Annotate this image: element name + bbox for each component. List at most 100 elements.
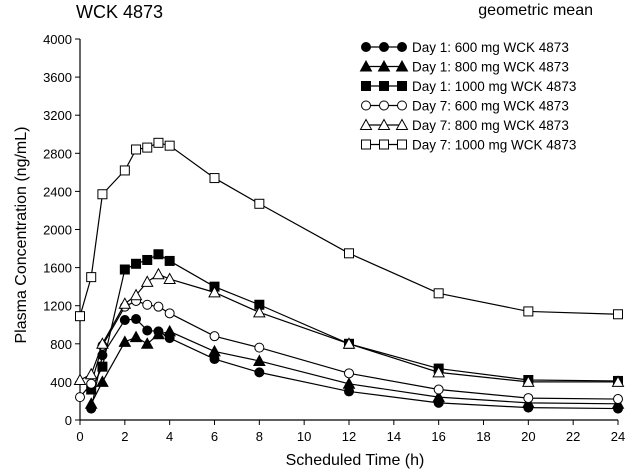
legend-marker <box>361 100 371 111</box>
legend-marker <box>377 118 391 130</box>
series-5 <box>73 267 625 387</box>
legend-entry: Day 7: 800 mg WCK 4873 <box>359 118 569 133</box>
y-tick-label: 2400 <box>43 184 72 199</box>
x-tick-label: 8 <box>256 429 263 444</box>
legend-marker <box>397 42 407 52</box>
legend-marker <box>361 139 371 150</box>
x-tick-label: 4 <box>166 429 173 444</box>
x-tick-label: 6 <box>211 429 218 444</box>
data-point <box>433 384 444 395</box>
data-point <box>344 368 354 379</box>
legend-label: Day 7: 800 mg WCK 4873 <box>412 118 569 133</box>
data-point <box>97 361 108 372</box>
data-point <box>254 367 265 378</box>
legend-label: Day 1: 1000 mg WCK 4873 <box>412 79 576 94</box>
data-point <box>342 377 356 389</box>
data-point <box>613 309 623 320</box>
data-point <box>75 311 85 322</box>
data-point <box>254 342 265 353</box>
data-point <box>209 173 220 184</box>
legend-label: Day 1: 600 mg WCK 4873 <box>412 40 569 55</box>
data-point <box>611 375 625 387</box>
data-point <box>152 267 165 280</box>
data-point <box>521 375 535 387</box>
data-point <box>84 367 98 380</box>
data-point <box>432 390 446 403</box>
data-point <box>163 272 177 285</box>
legend-entry: Day 1: 600 mg WCK 4873 <box>361 40 569 55</box>
y-tick-label: 2000 <box>43 223 72 238</box>
series-line <box>79 300 619 400</box>
series-layer <box>73 137 625 414</box>
data-point <box>254 198 265 209</box>
legend-marker <box>395 59 409 72</box>
legend-entry: Day 7: 600 mg WCK 4873 <box>361 99 569 114</box>
y-tick-label: 2800 <box>43 146 72 161</box>
data-point <box>140 337 154 349</box>
data-point <box>164 308 175 319</box>
chart-subtitle: geometric mean <box>478 2 593 19</box>
data-point <box>75 392 85 403</box>
x-tick-label: 18 <box>476 429 490 444</box>
data-point <box>142 299 153 310</box>
legend-marker <box>379 139 389 150</box>
legend-marker <box>397 100 407 111</box>
data-point <box>118 335 132 347</box>
data-point <box>163 324 177 337</box>
legend-marker <box>397 139 407 150</box>
series-4 <box>75 295 623 405</box>
data-point <box>432 365 446 378</box>
series-line <box>79 142 619 317</box>
series-line <box>79 273 618 383</box>
data-point <box>118 297 132 309</box>
series-2 <box>84 324 625 409</box>
data-point <box>131 258 142 269</box>
data-point <box>84 397 98 409</box>
x-tick-label: 20 <box>521 429 535 444</box>
legend-entry: Day 7: 1000 mg WCK 4873 <box>361 138 576 153</box>
data-point <box>613 394 623 405</box>
data-point <box>209 331 220 342</box>
x-tick-label: 10 <box>297 429 311 444</box>
data-point <box>97 189 108 200</box>
data-point <box>208 285 221 298</box>
legend-marker <box>359 59 373 72</box>
data-point <box>342 337 356 349</box>
x-tick-label: 16 <box>431 429 445 444</box>
x-tick-label: 22 <box>566 429 580 444</box>
series-6 <box>75 137 623 322</box>
data-point <box>153 137 164 148</box>
x-axis-label: Scheduled Time (h) <box>285 452 425 469</box>
data-point <box>142 142 153 153</box>
legend-marker <box>361 42 371 52</box>
x-tick-label: 24 <box>611 429 625 444</box>
x-tick-label: 14 <box>387 429 401 444</box>
y-tick-label: 1600 <box>43 261 72 276</box>
legend-entry: Day 1: 1000 mg WCK 4873 <box>361 79 576 94</box>
legend-marker <box>361 81 371 91</box>
data-point <box>119 165 130 176</box>
legend-marker <box>377 59 391 72</box>
y-tick-label: 0 <box>65 413 72 428</box>
data-point <box>96 375 109 387</box>
data-point <box>208 344 221 357</box>
data-point <box>119 314 130 325</box>
legend-entry: Day 1: 800 mg WCK 4873 <box>359 59 569 75</box>
data-point <box>164 255 175 266</box>
y-tick-label: 3600 <box>43 70 72 85</box>
y-tick-label: 400 <box>50 375 72 390</box>
y-tick-label: 800 <box>50 337 72 352</box>
data-point <box>129 288 143 301</box>
legend-marker <box>379 100 389 111</box>
data-point <box>344 248 354 259</box>
data-point <box>142 325 153 336</box>
data-point <box>252 305 266 318</box>
legend: Day 1: 600 mg WCK 4873 Day 1: 800 mg WCK … <box>359 40 576 153</box>
data-point <box>131 144 142 155</box>
data-point <box>153 249 164 260</box>
data-point <box>86 272 97 283</box>
series-3 <box>86 249 623 395</box>
y-tick-label: 1200 <box>43 299 72 314</box>
data-point <box>152 327 165 340</box>
